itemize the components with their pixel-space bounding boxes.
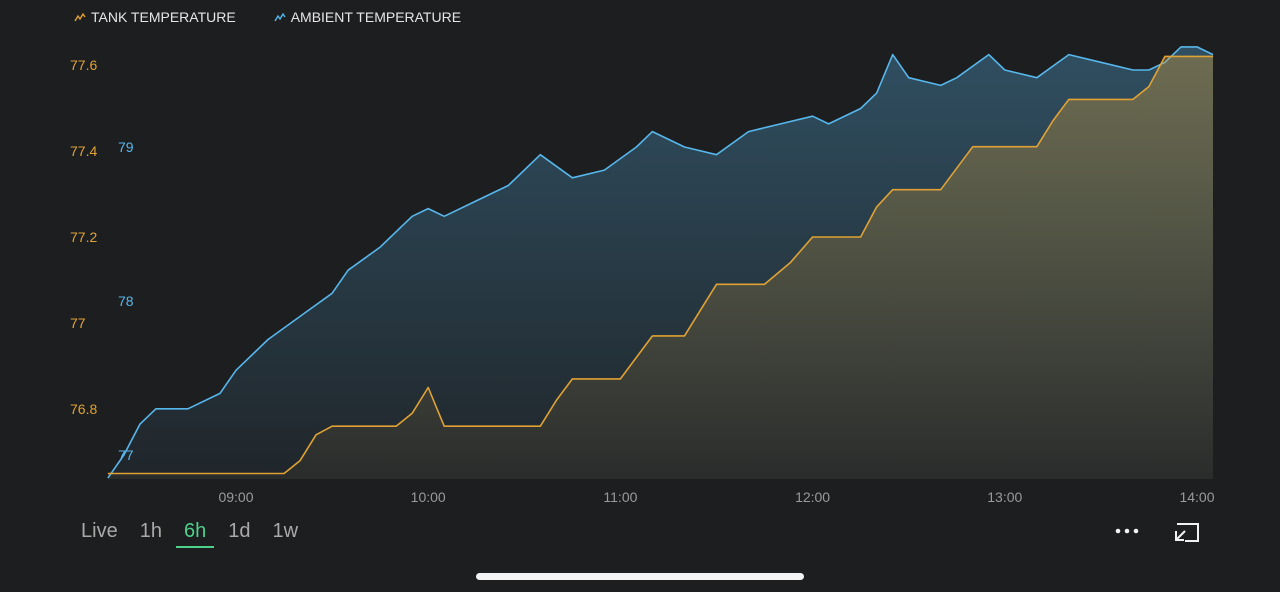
- range-button-1h[interactable]: 1h: [139, 520, 162, 542]
- series-line-ambient[interactable]: [107, 46, 1214, 479]
- left-axis: 77.6 77.4 77.2 77 76.8: [70, 57, 97, 417]
- fullscreen-exit-icon[interactable]: [1172, 520, 1202, 544]
- time-range-selector: Live 1h 6h 1d 1w: [70, 516, 309, 548]
- left-tick-label: 76.8: [70, 401, 97, 417]
- line-chart-icon: [74, 12, 86, 22]
- x-tick-label: 12:00: [795, 489, 830, 505]
- series-line-tank[interactable]: [107, 55, 1214, 475]
- line-chart-icon: [274, 12, 286, 22]
- x-axis: 09:00 10:00 11:00 12:00 13:00 14:00: [218, 489, 1214, 505]
- chart-legend: TANK TEMPERATURE AMBIENT TEMPERATURE: [74, 9, 461, 25]
- range-button-live[interactable]: Live: [81, 520, 118, 542]
- range-button-6h[interactable]: 6h: [173, 516, 217, 548]
- right-axis: 797877: [118, 139, 134, 463]
- home-indicator[interactable]: [476, 573, 804, 580]
- range-button-1w[interactable]: 1w: [272, 520, 299, 542]
- legend-item-ambient[interactable]: AMBIENT TEMPERATURE: [274, 9, 461, 25]
- left-tick-label: 77.2: [70, 229, 97, 245]
- right-tick-label: 79: [118, 139, 134, 155]
- x-tick-label: 09:00: [218, 489, 253, 505]
- more-icon[interactable]: [1113, 524, 1141, 538]
- legend-label-tank: TANK TEMPERATURE: [91, 9, 236, 25]
- left-tick-label: 77: [70, 315, 86, 331]
- series-area-tank: [107, 56, 1214, 480]
- temperature-chart: 77.6 77.4 77.2 77 76.8 79 78 77 09:00 10:00 11:0…: [70, 46, 1215, 505]
- x-tick-label: 13:00: [987, 489, 1022, 505]
- x-tick-label: 11:00: [603, 489, 637, 505]
- legend-label-ambient: AMBIENT TEMPERATURE: [290, 9, 462, 25]
- x-tick-label: 10:00: [411, 489, 446, 505]
- series-layer: [107, 46, 1214, 480]
- x-tick-label: 14:00: [1179, 489, 1214, 505]
- legend-item-tank[interactable]: TANK TEMPERATURE: [74, 9, 236, 25]
- range-button-1d[interactable]: 1d: [228, 520, 251, 542]
- left-tick-label: 77.4: [70, 143, 97, 159]
- right-tick-label: 78: [118, 293, 134, 309]
- active-range-underline: [175, 546, 215, 548]
- left-tick-label: 77.6: [70, 57, 97, 73]
